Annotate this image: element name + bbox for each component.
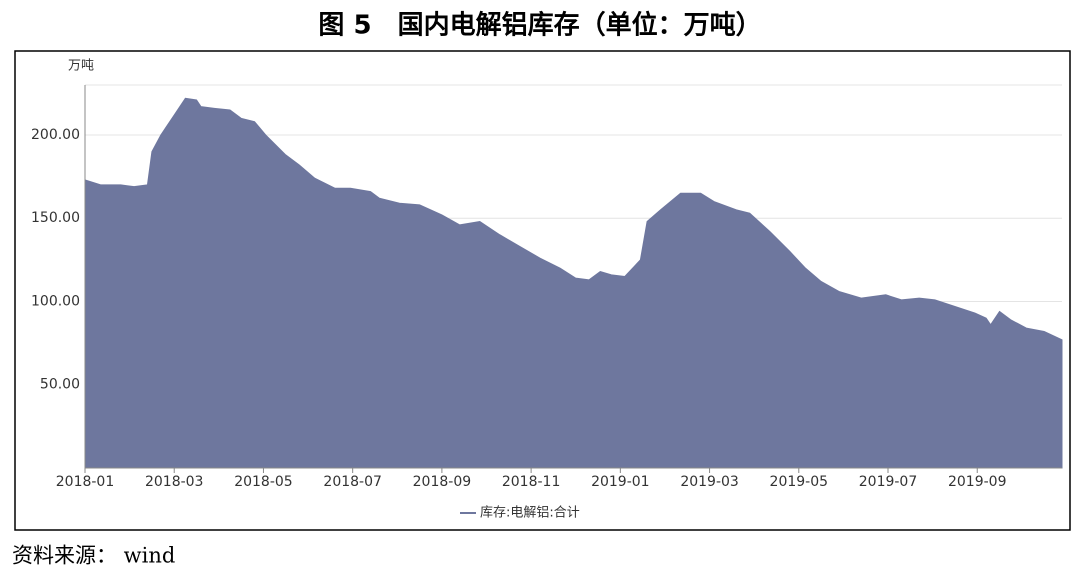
- chart-frame: [14, 50, 1071, 531]
- x-tick-label: 2019-01: [591, 474, 650, 490]
- y-tick-label: 150.00: [31, 210, 80, 226]
- area: [84, 97, 1063, 469]
- y-axis-label: 万吨: [68, 59, 94, 74]
- x-tick-label: 2019-09: [948, 474, 1007, 490]
- legend-label: 库存:电解铝:合计: [480, 505, 580, 521]
- y-tick-label: 200.00: [31, 127, 80, 143]
- y-tick-label: 100.00: [31, 293, 80, 309]
- x-tick-label: 2018-09: [413, 474, 472, 490]
- x-tick-label: 2019-05: [770, 474, 829, 490]
- x-tick-label: 2018-11: [502, 474, 561, 490]
- x-tick-label: 2018-03: [145, 474, 204, 490]
- source-note: 资料来源： wind: [12, 544, 175, 568]
- x-tick-label: 2019-03: [680, 474, 739, 490]
- x-tick-label: 2018-05: [234, 474, 293, 490]
- x-tick-label: 2018-07: [323, 474, 382, 490]
- y-tick-label: 50.00: [40, 377, 80, 393]
- x-tick-label: 2019-07: [859, 474, 918, 490]
- x-tick-label: 2018-01: [56, 474, 115, 490]
- chart-title: 图 5 国内电解铝库存（单位：万吨）: [318, 10, 761, 41]
